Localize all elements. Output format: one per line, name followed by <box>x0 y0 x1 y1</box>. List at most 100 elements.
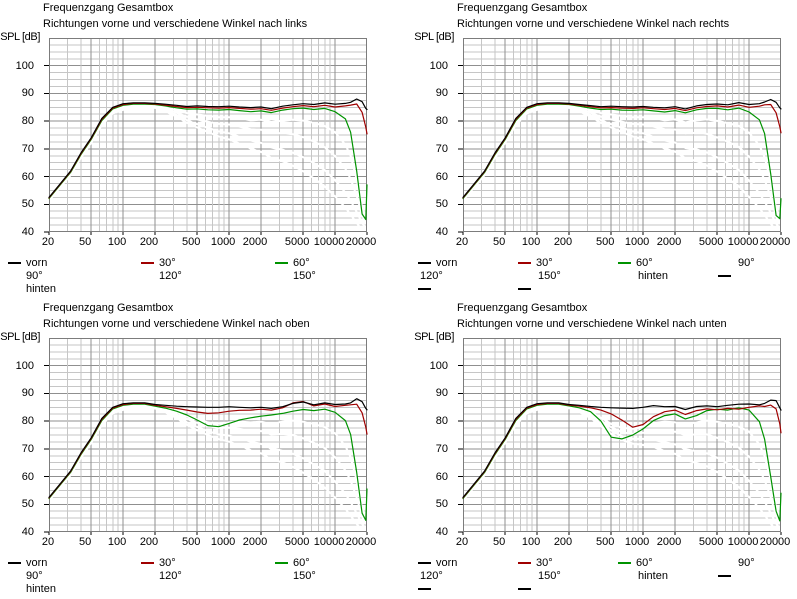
x-tick-label: 2000 <box>656 536 682 548</box>
legend-swatch <box>720 562 733 564</box>
y-tick-label: 40 <box>435 226 448 238</box>
legend-swatch <box>141 562 154 564</box>
legend-swatch <box>720 262 733 264</box>
legend-label-150: 150° <box>293 570 316 582</box>
plot-svg <box>44 338 368 535</box>
curve-90 <box>48 404 368 519</box>
curve-vorn <box>48 398 368 498</box>
x-tick-label: 5000 <box>698 536 724 548</box>
curve-30 <box>48 400 368 499</box>
legend-swatch <box>718 575 731 577</box>
legend-label-150: 150° <box>293 270 316 282</box>
plot-area <box>43 338 369 542</box>
curve-60 <box>462 403 782 522</box>
x-tick-label: 500 <box>595 536 615 548</box>
x-tick-label: 2000 <box>242 536 268 548</box>
legend-label-30: 30° <box>159 257 176 269</box>
chart-subtitle: Richtungen vorne und verschiedene Winkel… <box>457 318 727 330</box>
x-tick-label: 2000 <box>656 236 682 248</box>
x-tick-label: 500 <box>595 236 615 248</box>
legend-swatch <box>8 562 21 564</box>
legend-swatch <box>518 588 531 590</box>
chart-nach-links: Frequenzgang Gesamtbox Richtungen vorne … <box>0 0 398 299</box>
legend-label-90: 90° <box>26 270 43 282</box>
y-tick-label: 90 <box>435 87 448 100</box>
curve-vorn <box>462 399 782 498</box>
legend-label-vorn: vorn <box>436 257 458 269</box>
y-tick-label: 50 <box>21 198 34 211</box>
x-tick-label: 20000 <box>345 536 377 548</box>
x-tick-label: 20000 <box>345 236 377 248</box>
curve-vorn <box>48 98 368 198</box>
legend-swatch <box>418 262 431 264</box>
legend-swatch <box>141 262 154 264</box>
curve-30 <box>48 102 368 199</box>
legend-label-60: 60° <box>293 557 310 569</box>
legend-label-60: 60° <box>636 557 653 569</box>
y-tick-label: 70 <box>435 442 448 455</box>
legend-swatch <box>518 562 531 564</box>
legend-swatch <box>718 275 731 277</box>
curve-vorn <box>462 98 782 198</box>
legend-label-30: 30° <box>536 557 553 569</box>
legend-label-vorn: vorn <box>436 557 458 569</box>
legend-label-hinten: hinten <box>26 583 56 595</box>
legend-label-120: 120° <box>420 270 443 282</box>
y-tick-label: 80 <box>21 115 34 128</box>
curve-90 <box>48 104 368 218</box>
x-tick-label: 200 <box>139 536 159 548</box>
legend-label-90: 90° <box>26 570 43 582</box>
y-tick-label: 50 <box>435 198 448 211</box>
y-tick-label: 100 <box>429 359 448 372</box>
curve-60 <box>48 103 368 221</box>
x-tick-label: 100 <box>521 236 541 248</box>
x-tick-label: 10000 <box>727 236 759 248</box>
plot-svg <box>458 38 782 235</box>
x-tick-label: 100 <box>107 236 127 248</box>
curve-90 <box>462 104 782 219</box>
spl-axis-label: SPL [dB] <box>414 331 454 343</box>
spl-axis-label: SPL [dB] <box>0 331 40 343</box>
x-tick-label: 20000 <box>759 236 791 248</box>
plot-border <box>463 38 781 232</box>
chart-nach-oben: Frequenzgang Gesamtbox Richtungen vorne … <box>0 300 398 599</box>
chart-nach-unten: Frequenzgang Gesamtbox Richtungen vorne … <box>399 300 797 599</box>
legend-swatch <box>418 562 431 564</box>
x-tick-label: 100 <box>107 536 127 548</box>
x-tick-label: 200 <box>553 236 573 248</box>
legend-label-hinten: hinten <box>638 270 668 282</box>
y-tick-label: 70 <box>21 442 34 455</box>
legend-label-120: 120° <box>159 270 182 282</box>
y-tick-label: 90 <box>435 387 448 400</box>
y-tick-label: 50 <box>435 498 448 511</box>
plot-border <box>463 338 781 532</box>
legend-swatch <box>618 262 631 264</box>
y-tick-label: 60 <box>21 470 34 483</box>
legend-label-150: 150° <box>538 570 561 582</box>
y-tick-label: 40 <box>435 526 448 538</box>
x-tick-label: 10000 <box>313 536 345 548</box>
legend-swatch <box>418 288 431 290</box>
legend-label-90: 90° <box>738 557 755 569</box>
chart-title: Frequenzgang Gesamtbox <box>457 302 588 314</box>
x-tick-label: 200 <box>553 536 573 548</box>
curve-120 <box>48 405 368 525</box>
legend-label-vorn: vorn <box>26 257 48 269</box>
curve-120 <box>462 405 782 524</box>
plot-area <box>43 38 369 242</box>
chart-nach-rechts: Frequenzgang Gesamtbox Richtungen vorne … <box>399 0 797 299</box>
x-tick-label: 20 <box>455 236 469 248</box>
curve-30 <box>462 402 782 499</box>
legend-swatch <box>418 588 431 590</box>
x-tick-label: 1000 <box>624 536 650 548</box>
curve-60 <box>462 103 782 220</box>
y-tick-label: 50 <box>21 498 34 511</box>
chart-title: Frequenzgang Gesamtbox <box>457 2 588 14</box>
y-tick-label: 60 <box>435 470 448 483</box>
y-tick-label: 70 <box>21 142 34 155</box>
x-tick-label: 2000 <box>242 236 268 248</box>
y-tick-label: 60 <box>21 170 34 183</box>
x-tick-label: 50 <box>493 536 506 548</box>
curve-30 <box>462 102 782 199</box>
y-tick-label: 100 <box>15 59 34 72</box>
